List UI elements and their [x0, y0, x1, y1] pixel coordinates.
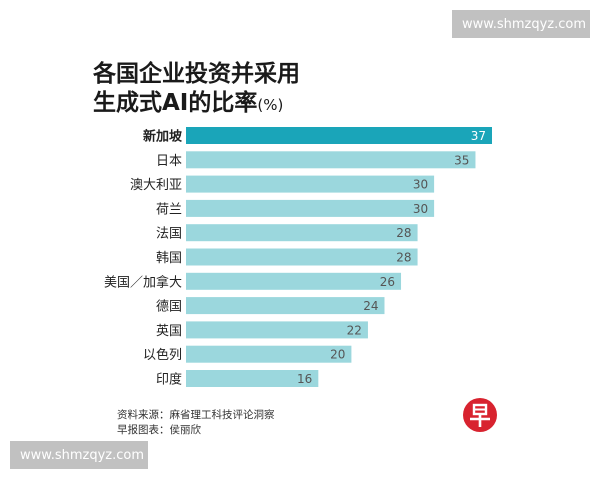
- bar-10: [186, 370, 319, 387]
- bar-4: [186, 224, 418, 242]
- value-label-0: 37: [471, 129, 486, 143]
- category-label-1: 日本: [156, 154, 182, 169]
- value-label-9: 20: [330, 348, 345, 362]
- category-label-8: 英国: [156, 324, 182, 339]
- source-line-2: 早报图表：侯丽欣: [117, 424, 201, 436]
- bar-5: [186, 248, 418, 266]
- zaobao-logo-glyph: [470, 403, 490, 427]
- bar-1: [186, 151, 476, 169]
- category-label-2: 澳大利亚: [130, 177, 182, 193]
- chart-title-line2: 生成式AI的比率(%): [93, 89, 413, 120]
- value-label-1: 35: [454, 153, 469, 167]
- bar-7: [186, 297, 385, 315]
- bar-8: [186, 321, 368, 339]
- category-label-0: 新加坡: [143, 129, 183, 145]
- watermark-top: www.shmzqyz.com: [452, 10, 590, 38]
- category-label-10: 印度: [156, 372, 182, 388]
- bar-3: [186, 199, 435, 217]
- value-label-5: 28: [396, 251, 411, 265]
- chart-title-line2-text: 生成式AI的比率: [93, 90, 258, 116]
- bar-2: [186, 175, 435, 193]
- category-label-3: 荷兰: [156, 202, 182, 217]
- value-label-2: 30: [413, 178, 428, 192]
- value-label-10: 16: [297, 372, 312, 386]
- source-line-1: 资料来源：麻省理工科技评论洞察: [117, 409, 275, 421]
- bar-9: [186, 345, 352, 363]
- bar-6: [186, 272, 402, 290]
- value-label-6: 26: [380, 275, 395, 289]
- value-label-8: 22: [347, 323, 362, 337]
- category-label-7: 德国: [156, 300, 182, 315]
- zaobao-logo-icon: [463, 398, 497, 432]
- category-label-6: 美国／加拿大: [104, 274, 182, 290]
- chart-title-unit: (%): [257, 96, 284, 114]
- bar-0: [186, 127, 492, 144]
- category-label-4: 法国: [156, 227, 182, 242]
- chart-title-line1: 各国企业投资并采用: [93, 61, 300, 87]
- value-label-4: 28: [396, 226, 411, 240]
- source-note: 资料来源：麻省理工科技评论洞察 早报图表：侯丽欣: [117, 408, 275, 438]
- value-label-7: 24: [363, 299, 378, 313]
- category-label-9: 以色列: [143, 347, 182, 363]
- value-label-3: 30: [413, 202, 428, 216]
- category-label-5: 韩国: [156, 251, 182, 266]
- watermark-bottom: www.shmzqyz.com: [10, 441, 148, 469]
- chart-title: 各国企业投资并采用 生成式AI的比率(%): [93, 60, 413, 120]
